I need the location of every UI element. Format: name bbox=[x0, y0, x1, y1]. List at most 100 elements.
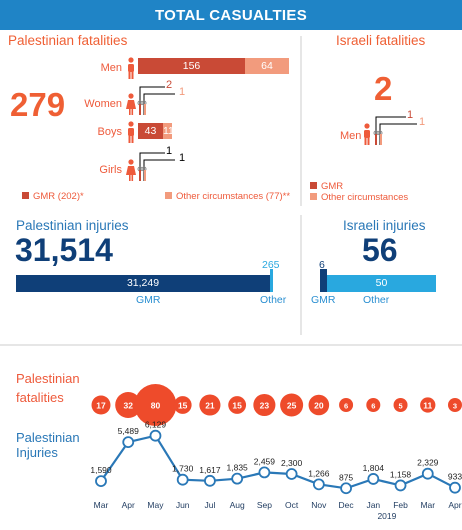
fatality-circle bbox=[115, 391, 142, 419]
year-label: 2019 bbox=[377, 511, 396, 521]
month-label: Feb bbox=[393, 500, 408, 510]
category-label: Men bbox=[100, 62, 122, 74]
girls-gmr-value: 1 bbox=[166, 145, 173, 157]
monthly-fatalities-label-1: Palestinian bbox=[16, 371, 80, 386]
monthly-injuries-label-2: Injuries bbox=[16, 445, 58, 460]
month-label: Mar bbox=[94, 500, 109, 510]
isr-men-label: Men bbox=[340, 130, 362, 142]
month-label: Apr bbox=[448, 500, 461, 510]
fatality-circle bbox=[448, 398, 462, 412]
pal-injuries-other-bar bbox=[270, 269, 273, 292]
injuries-value-label: 933 bbox=[448, 472, 462, 482]
isr-men-tick-marks bbox=[373, 116, 417, 145]
isr-injuries-other-bar: 50 bbox=[327, 275, 436, 292]
fatality-value: 17 bbox=[96, 401, 106, 411]
month-label: Oct bbox=[285, 500, 299, 510]
fatality-circle bbox=[91, 395, 111, 415]
fatality-value: 6 bbox=[344, 402, 348, 411]
fatality-circle bbox=[173, 396, 192, 414]
injuries-point bbox=[204, 474, 216, 487]
fatality-value: 80 bbox=[151, 401, 161, 411]
bar-other-boys: 11 bbox=[163, 123, 174, 139]
pal-injuries-other-value: 265 bbox=[262, 259, 280, 271]
pal-injuries-gmr-label: GMR bbox=[136, 294, 161, 306]
fatality-value: 6 bbox=[371, 402, 375, 411]
injuries-point bbox=[122, 436, 135, 449]
isr-injuries-gmr-value: 6 bbox=[319, 259, 325, 271]
injuries-value-label: 1,590 bbox=[90, 465, 112, 475]
divider bbox=[0, 344, 462, 346]
injuries-value-label: 5,489 bbox=[118, 426, 140, 436]
injuries-point bbox=[394, 479, 407, 492]
injuries-value-label: 6,129 bbox=[145, 420, 167, 430]
monthly-injuries-label-1: Palestinian bbox=[16, 430, 80, 445]
header-title: TOTAL CASUALTIES bbox=[0, 0, 462, 30]
injuries-value-label: 1,804 bbox=[363, 463, 385, 473]
isr-injuries-gmr-bar bbox=[320, 269, 327, 292]
injuries-point bbox=[176, 473, 189, 486]
pal-injuries-title: Palestinian injuries bbox=[16, 218, 129, 233]
fatality-circle bbox=[366, 398, 381, 412]
month-label: Jul bbox=[204, 500, 215, 510]
injuries-point bbox=[449, 481, 461, 494]
injuries-value-label: 2,459 bbox=[254, 456, 276, 466]
fatality-value: 15 bbox=[178, 401, 188, 411]
injuries-point bbox=[312, 478, 325, 491]
month-label: Jan bbox=[366, 500, 380, 510]
fatality-value: 5 bbox=[398, 402, 402, 411]
pal-fatalities-title: Palestinian fatalities bbox=[8, 33, 128, 48]
injuries-point bbox=[421, 467, 434, 480]
injuries-value-label: 875 bbox=[339, 472, 353, 482]
injuries-point bbox=[285, 468, 298, 480]
isr-injuries-gmr-label: GMR bbox=[311, 294, 336, 306]
injuries-value-label: 1,730 bbox=[172, 464, 194, 474]
divider bbox=[300, 215, 302, 335]
legend-gmr: GMR (202)* bbox=[22, 191, 84, 202]
fatality-value: 20 bbox=[314, 401, 324, 411]
injuries-point bbox=[149, 429, 162, 442]
fatality-circle bbox=[308, 394, 330, 416]
fatality-value: 11 bbox=[423, 401, 432, 411]
monthly-fatalities-label-2: fatalities bbox=[16, 390, 64, 405]
person-icon bbox=[126, 93, 136, 120]
girls-other-value: 1 bbox=[179, 152, 186, 164]
injuries-point bbox=[258, 466, 271, 479]
pal-injuries-total: 31,514 bbox=[15, 232, 113, 268]
fatality-circle bbox=[420, 397, 436, 413]
injuries-point bbox=[231, 472, 244, 485]
injuries-value-label: 2,329 bbox=[417, 458, 439, 468]
fatality-value: 15 bbox=[232, 401, 242, 411]
women-other-value: 1 bbox=[179, 86, 186, 98]
injuries-point bbox=[95, 475, 107, 487]
injuries-value-label: 2,300 bbox=[281, 458, 303, 468]
fatality-value: 23 bbox=[260, 401, 270, 411]
isr-legend-other: Other circumstances bbox=[310, 192, 408, 203]
fatality-circle bbox=[199, 394, 221, 416]
fatality-circle bbox=[134, 384, 177, 426]
month-label: Nov bbox=[311, 500, 327, 510]
injuries-value-label: 1,835 bbox=[227, 463, 249, 473]
isr-fatalities-total: 2 bbox=[374, 70, 393, 107]
injuries-value-label: 1,158 bbox=[390, 469, 412, 479]
girls-tick-marks bbox=[137, 152, 175, 181]
category-label: Girls bbox=[99, 164, 122, 176]
women-tick-marks bbox=[137, 86, 175, 115]
month-label: Mar bbox=[420, 500, 435, 510]
women-gmr-value: 2 bbox=[166, 79, 173, 91]
month-label: Dec bbox=[339, 500, 355, 510]
isr-injuries-other-label: Other bbox=[363, 294, 390, 306]
month-label: Jun bbox=[176, 500, 190, 510]
isr-legend-gmr: GMR bbox=[310, 181, 343, 192]
monthly-chart: 17 32 80 15 21 15 23 25 20 6 6 5 11 3 1,590 5,489 6,129 1… bbox=[90, 384, 462, 521]
category-label: Women bbox=[84, 98, 122, 110]
fatality-value: 25 bbox=[287, 401, 297, 411]
person-icon bbox=[362, 123, 372, 150]
injuries-value-label: 1,266 bbox=[308, 468, 330, 478]
injuries-value-label: 1,617 bbox=[199, 465, 221, 475]
person-icon bbox=[126, 121, 136, 148]
fatality-circle bbox=[280, 393, 304, 417]
isr-injuries-total: 56 bbox=[362, 232, 398, 268]
isr-men-gmr-value: 1 bbox=[407, 109, 414, 121]
month-label: May bbox=[147, 500, 164, 510]
bar-gmr-men: 156 bbox=[138, 58, 245, 74]
